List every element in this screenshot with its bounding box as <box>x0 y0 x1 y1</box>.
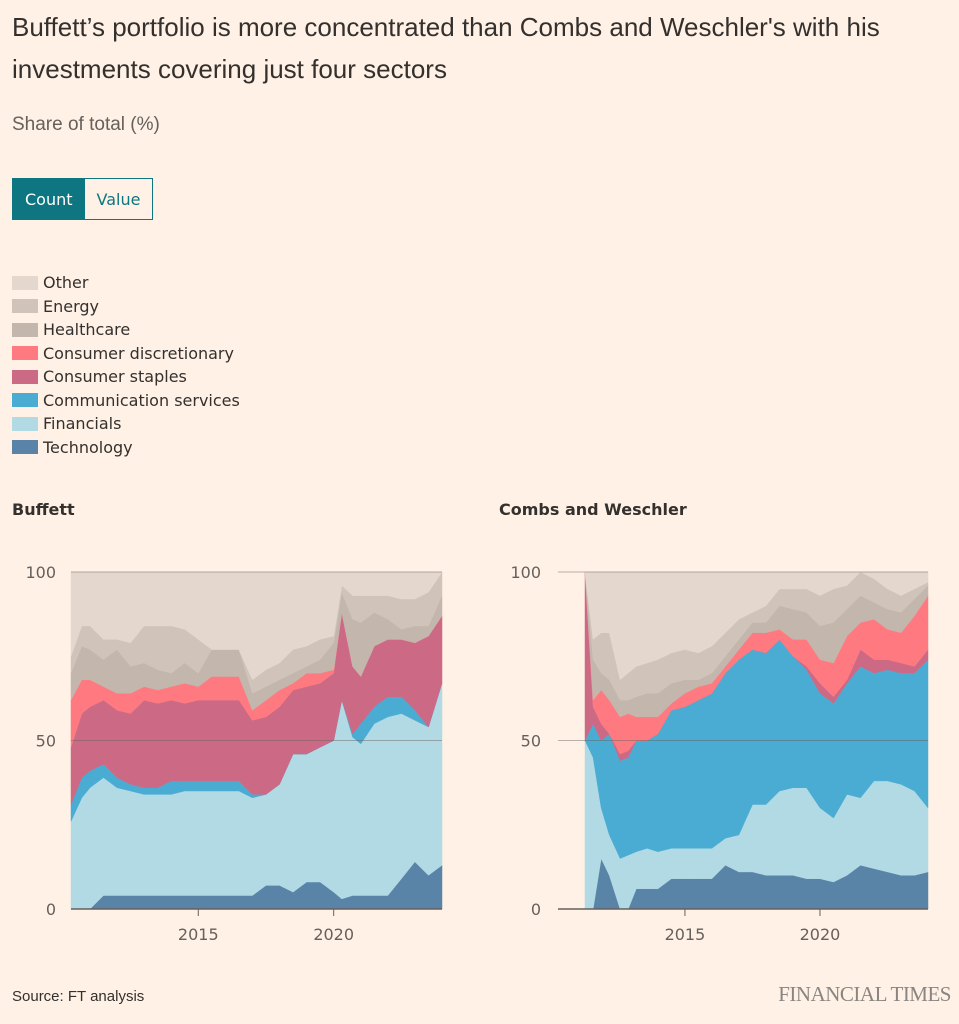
legend-item-healthcare: Healthcare <box>12 318 240 342</box>
legend-item-technology: Technology <box>12 436 240 460</box>
legend-item-communication-services: Communication services <box>12 389 240 413</box>
y-tick-label: 0 <box>531 900 541 919</box>
legend-label: Technology <box>43 437 133 457</box>
legend-item-energy: Energy <box>12 295 240 319</box>
legend-swatch <box>12 440 38 455</box>
legend-swatch <box>12 299 38 314</box>
y-tick-label: 100 <box>25 563 56 582</box>
value-toggle-button[interactable]: Value <box>84 179 153 219</box>
x-tick-label: 2015 <box>665 925 706 944</box>
legend-swatch <box>12 346 38 361</box>
chart-subtitle: Share of total (%) <box>12 114 160 135</box>
ft-logo: FINANCIAL TIMES <box>778 982 951 1006</box>
legend-label: Energy <box>43 296 100 316</box>
area-other <box>584 571 929 681</box>
y-tick-label: 50 <box>521 732 541 751</box>
legend: Other Energy Healthcare Consumer discret… <box>12 271 240 459</box>
legend-label: Other <box>43 273 89 293</box>
legend-label: Consumer staples <box>43 367 187 387</box>
x-tick-label: 2020 <box>313 925 354 944</box>
legend-item-consumer-staples: Consumer staples <box>12 365 240 389</box>
legend-swatch <box>12 369 38 384</box>
y-tick-label: 0 <box>46 900 56 919</box>
legend-item-other: Other <box>12 271 240 295</box>
chart-title: Buffett’s portfolio is more concentrated… <box>12 12 880 84</box>
legend-label: Healthcare <box>43 320 131 340</box>
count-toggle-button[interactable]: Count <box>13 179 85 219</box>
legend-label: Communication services <box>43 390 240 410</box>
panel-title-combs-weschler: Combs and Weschler <box>499 500 687 519</box>
y-tick-label: 50 <box>36 732 56 751</box>
legend-label: Financials <box>43 414 122 434</box>
count-value-toggle: Count Value <box>12 178 154 220</box>
legend-swatch <box>12 322 38 337</box>
x-tick-label: 2015 <box>178 925 219 944</box>
area-other <box>70 571 443 681</box>
y-tick-label: 100 <box>510 563 541 582</box>
x-tick-label: 2020 <box>800 925 841 944</box>
legend-swatch <box>12 393 38 408</box>
legend-swatch <box>12 275 38 290</box>
panel-title-buffett: Buffett <box>12 500 75 519</box>
legend-item-consumer-discretionary: Consumer discretionary <box>12 342 240 366</box>
legend-label: Consumer discretionary <box>43 343 234 363</box>
legend-item-financials: Financials <box>12 412 240 436</box>
legend-swatch <box>12 416 38 431</box>
source-note: Source: FT analysis <box>12 988 145 1005</box>
